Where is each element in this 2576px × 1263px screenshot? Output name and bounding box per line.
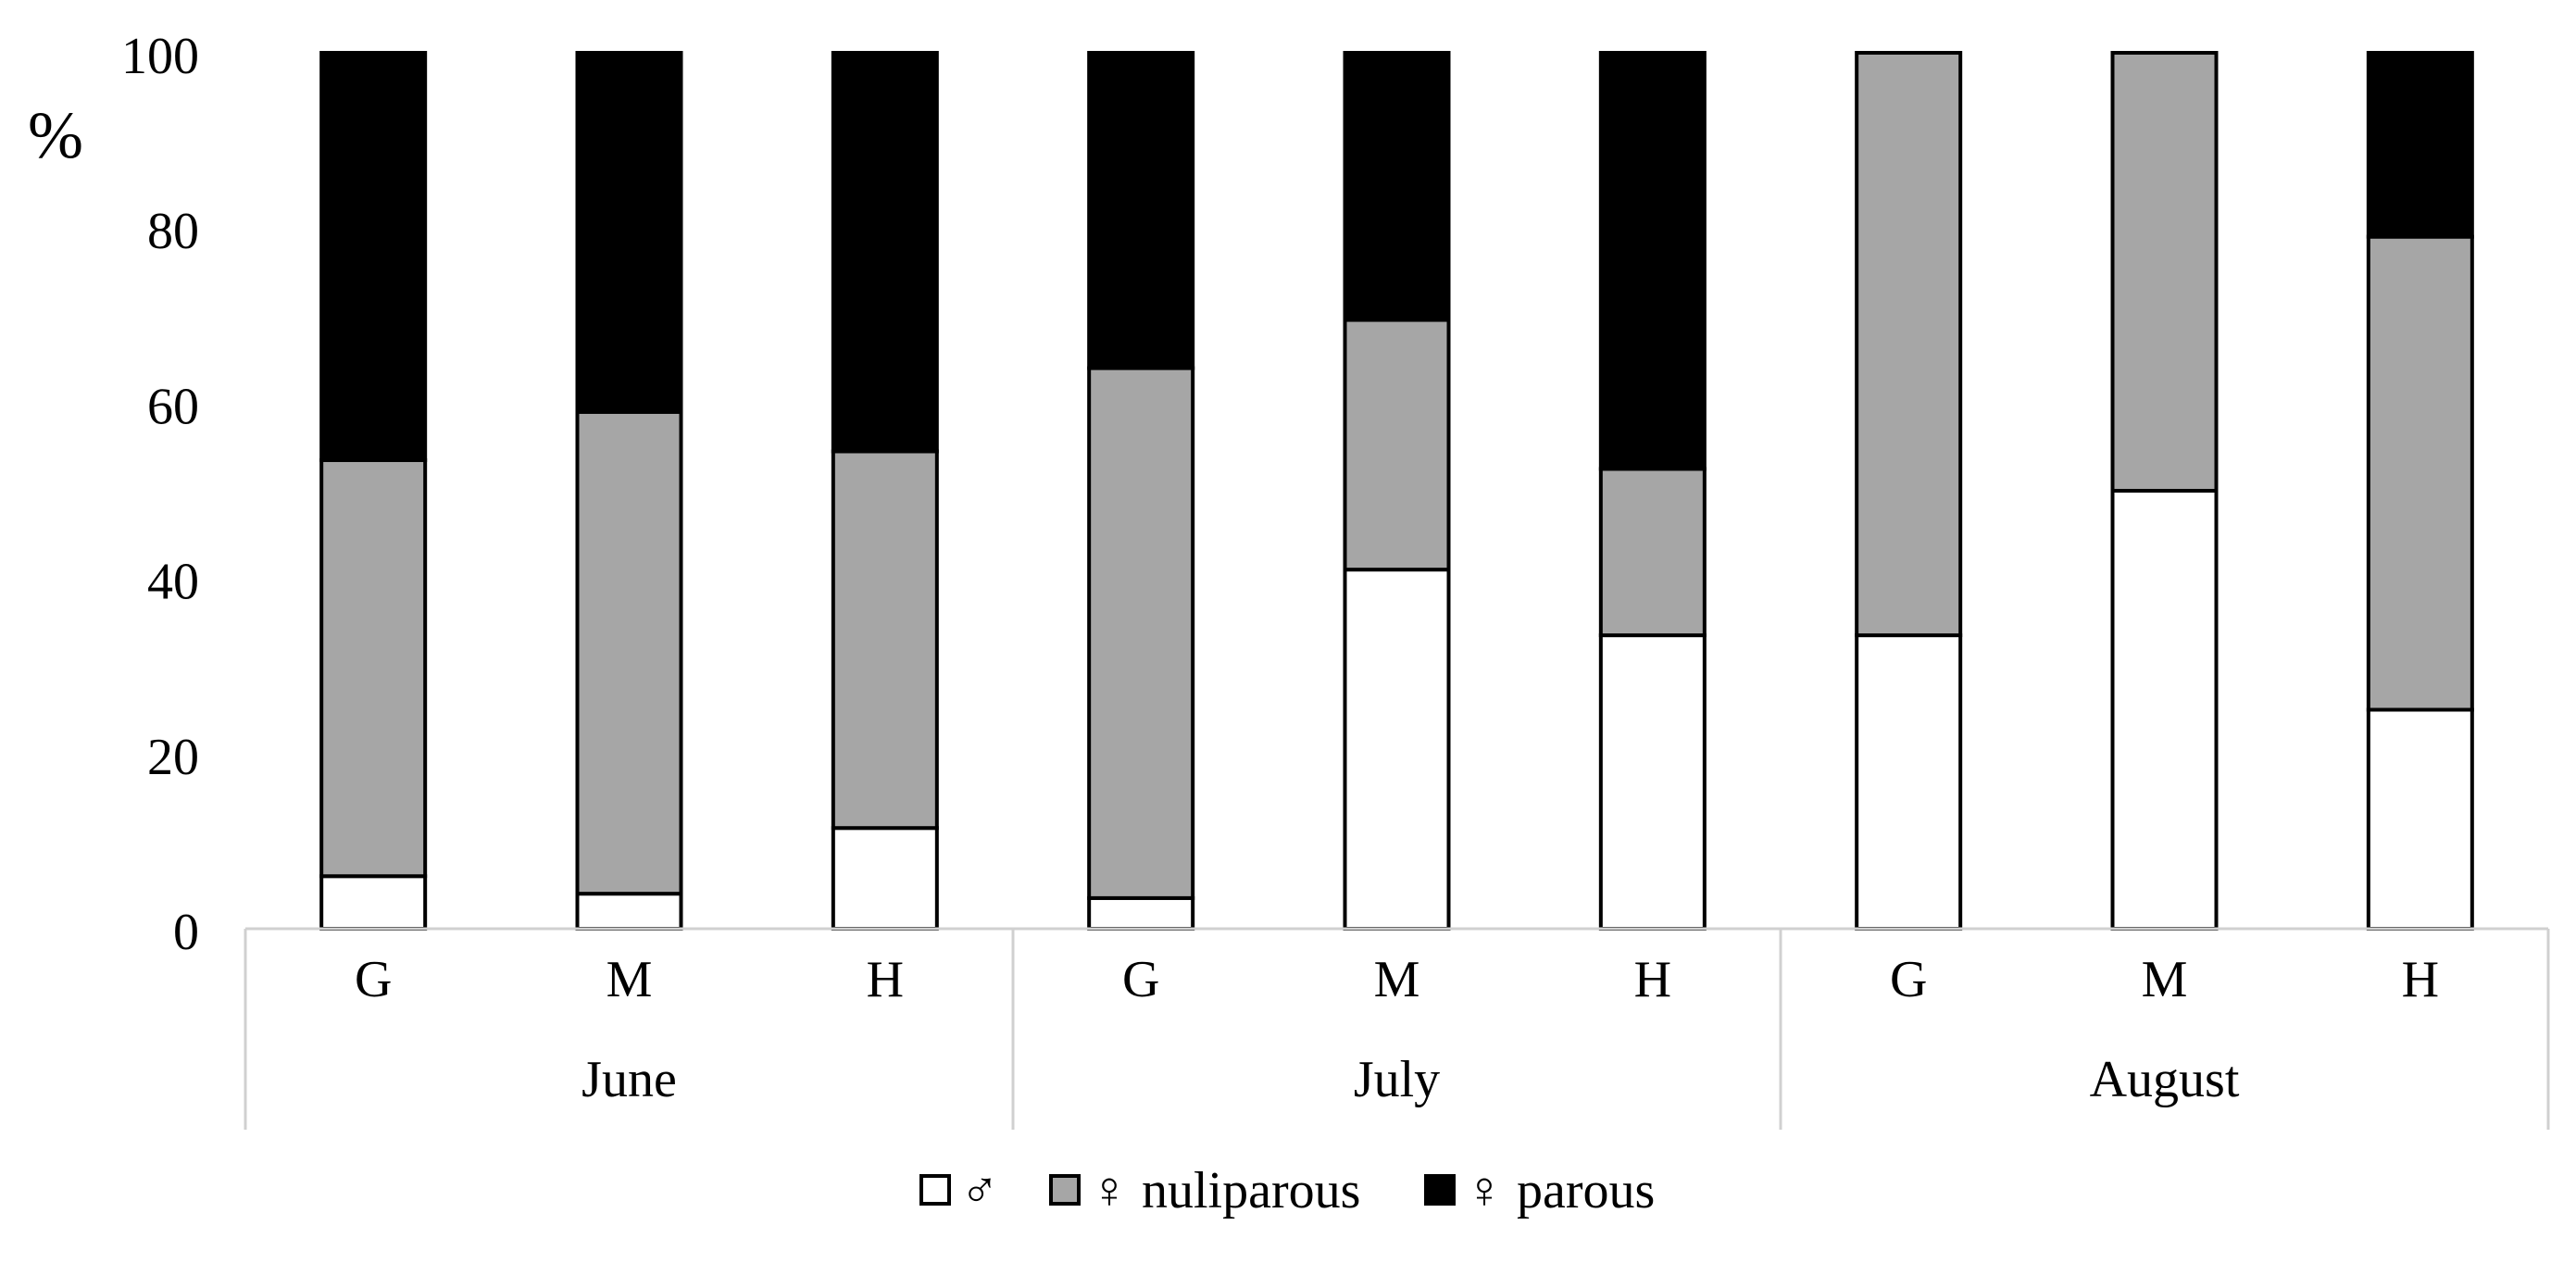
bar-segment-1 (1343, 568, 1451, 931)
bar-segment-2 (575, 409, 683, 896)
bar-segment-3 (2366, 51, 2474, 239)
bar-segment-2 (831, 449, 939, 831)
bar-segment-2 (1343, 318, 1451, 572)
bar-segment-3 (1598, 51, 1707, 471)
y-tick-label: 60 (147, 378, 199, 435)
x-tick-label: H (1634, 951, 1671, 1008)
y-tick-label: 80 (147, 203, 199, 260)
y-axis-label: % (28, 98, 83, 172)
bar-segment-2 (1598, 467, 1707, 638)
y-tick-label: 0 (173, 904, 199, 961)
y-tick-label: 20 (147, 729, 199, 786)
x-tick-label: H (2402, 951, 2439, 1008)
x-tick-label: M (1374, 951, 1420, 1008)
bar-segment-1 (2366, 707, 2474, 931)
bar-segment-1 (1855, 633, 1963, 932)
bars (319, 51, 2474, 932)
bar-segment-3 (319, 51, 428, 462)
legend-label-2: ♀ nuliparous (1090, 1162, 1360, 1219)
bar-segment-2 (2110, 51, 2219, 493)
y-tick-label: 100 (121, 28, 199, 85)
x-tick-label: H (867, 951, 904, 1008)
bar-segment-3 (831, 51, 939, 454)
bar-segment-1 (2110, 489, 2219, 931)
group-label: June (581, 1051, 677, 1108)
group-label: July (1354, 1051, 1440, 1108)
bar-segment-2 (2366, 234, 2474, 712)
bar-segment-2 (1855, 51, 1963, 638)
bar-segment-2 (1087, 366, 1195, 900)
legend: ♂ ♀ nuliparous ♀ parous (919, 1162, 1655, 1219)
bar-segment-3 (1343, 51, 1451, 322)
y-axis: 0 20 40 60 80 100 (121, 28, 199, 961)
bar-segment-1 (1598, 633, 1707, 932)
legend-swatch-3 (1424, 1174, 1456, 1206)
bar-segment-1 (1087, 895, 1195, 932)
bar-segment-3 (1087, 51, 1195, 370)
bar-segment-2 (319, 457, 428, 879)
x-tick-label: M (2142, 951, 2188, 1008)
bar-segment-1 (319, 874, 428, 931)
x-tick-label: G (355, 951, 392, 1008)
legend-label-3: ♀ parous (1465, 1162, 1655, 1219)
bar-segment-3 (575, 51, 683, 414)
bar-segment-1 (575, 892, 683, 931)
x-tick-label: G (1122, 951, 1159, 1008)
x-tick-label: M (606, 951, 653, 1008)
group-label: August (2090, 1051, 2240, 1108)
x-tick-label: G (1890, 951, 1927, 1008)
legend-label-1: ♂ (960, 1162, 999, 1219)
y-tick-label: 40 (147, 554, 199, 611)
legend-swatch-2 (1049, 1174, 1081, 1206)
x-axis: G M H G M H G M H June July August (244, 927, 2550, 1130)
bar-segment-1 (831, 826, 939, 932)
legend-swatch-1 (919, 1174, 951, 1206)
